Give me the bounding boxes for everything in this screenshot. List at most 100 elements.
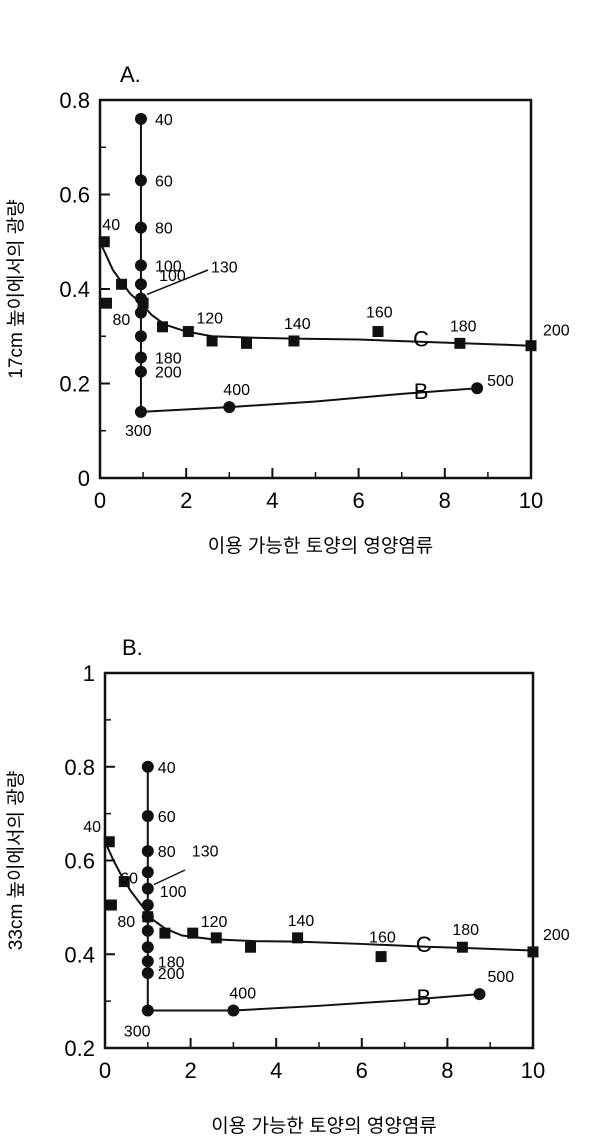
series-b-point [141,882,154,895]
series-b-line [147,993,480,1012]
series-c-point [116,278,128,290]
label-pointer [146,269,209,296]
y-axis-title: 17cm 높이에서의 광량 [5,199,27,378]
y-tick-label: 0.4 [59,277,90,302]
series-b-point [141,941,154,954]
point-label: 300 [125,423,152,440]
y-tick-label: 0.6 [64,849,95,874]
x-tick-label: 0 [99,1058,111,1083]
series-b-point [134,174,147,187]
point-label: 100 [155,258,182,275]
point-label: 100 [160,884,187,901]
series-b-point [134,278,147,291]
series-b-point [141,1004,154,1017]
x-axis-title: 이용 가능한 토양의 영양염류 [208,535,434,557]
y-tick-label: 0.8 [59,88,90,113]
point-label: 180 [452,922,479,939]
series-b-point [223,401,236,414]
point-label: 80 [155,221,173,238]
series-c-point [156,321,168,333]
x-tick-label: 2 [180,488,192,513]
x-tick-label: 8 [439,488,451,513]
x-tick-label: 6 [356,1058,368,1083]
point-label: 120 [201,914,228,931]
series-c-point [375,951,387,963]
series-b-point [134,221,147,234]
series-c-point [105,899,117,911]
point-label: 180 [155,351,182,368]
series-c-point [527,946,539,958]
series-c-point [288,335,300,347]
series-c-label: C [413,327,429,352]
series-b-point [141,845,154,858]
series-c-point [98,236,110,248]
series-c-point [454,337,466,349]
y-axis-title: 33cm 높이에서의 광량 [5,771,27,950]
y-tick-label: 0 [78,466,90,491]
series-b-point [141,809,154,822]
series-b-point [141,924,154,937]
series-c-point [245,941,257,953]
point-label: 140 [288,913,315,930]
x-tick-label: 0 [94,488,106,513]
x-tick-label: 4 [266,488,278,513]
point-label: 160 [366,305,393,322]
series-b-point [141,866,154,879]
series-c-point [159,927,171,939]
series-b-point [134,306,147,319]
series-c-point [241,337,253,349]
point-label: 160 [369,930,396,947]
point-label: 200 [158,966,185,983]
series-c-point [187,927,199,939]
series-b-point [141,910,154,923]
point-label: 120 [196,311,223,328]
x-tick-label: 10 [519,488,543,513]
series-c-point [525,340,537,352]
x-tick-label: 10 [521,1058,545,1083]
series-c-point [118,876,130,888]
label-pointer [153,869,186,886]
series-b-point [141,899,154,912]
series-b-label: B [414,379,429,404]
series-b-point [141,760,154,773]
series-b-point [134,259,147,272]
point-label: 200 [543,323,570,340]
point-label: 80 [112,312,130,329]
y-tick-label: 0.6 [59,183,90,208]
y-tick-label: 0.2 [64,1036,95,1061]
point-label: 60 [120,871,138,888]
series-b-point [134,405,147,418]
panel-b: B. 0 2 4 6 8 10 0.2 0.4 0.6 0.8 1 이용 가능한 토양의 영양염류 33c… [5,635,570,1136]
x-tick-label: 4 [270,1058,282,1083]
series-b-point [134,112,147,125]
series-c-point [206,335,218,347]
series-c-point [292,932,304,944]
point-label: 60 [158,809,176,826]
point-label: 80 [117,914,135,931]
point-label: 140 [284,316,311,333]
point-label: 40 [155,112,173,129]
x-axis-title: 이용 가능한 토양의 영양염류 [211,1115,437,1136]
x-tick-label: 2 [184,1058,196,1083]
series-b-point [227,1004,240,1017]
point-label: 200 [155,365,182,382]
series-c-point [210,932,222,944]
series-b-line [140,387,478,413]
series-b-point [134,330,147,343]
series-c-point [456,941,468,953]
x-tick-label: 6 [352,488,364,513]
point-label: 500 [487,373,514,390]
series-b-point [134,292,147,305]
point-label: 180 [158,954,185,971]
series-c-point [100,297,112,309]
series-c-point [372,326,384,338]
point-label: 80 [158,844,176,861]
series-b-point [134,351,147,364]
y-tick-label: 0.4 [64,942,95,967]
panel-label: A. [120,62,141,87]
point-label: 130 [211,259,238,276]
point-label: 400 [229,986,256,1003]
series-c-point [103,836,115,848]
